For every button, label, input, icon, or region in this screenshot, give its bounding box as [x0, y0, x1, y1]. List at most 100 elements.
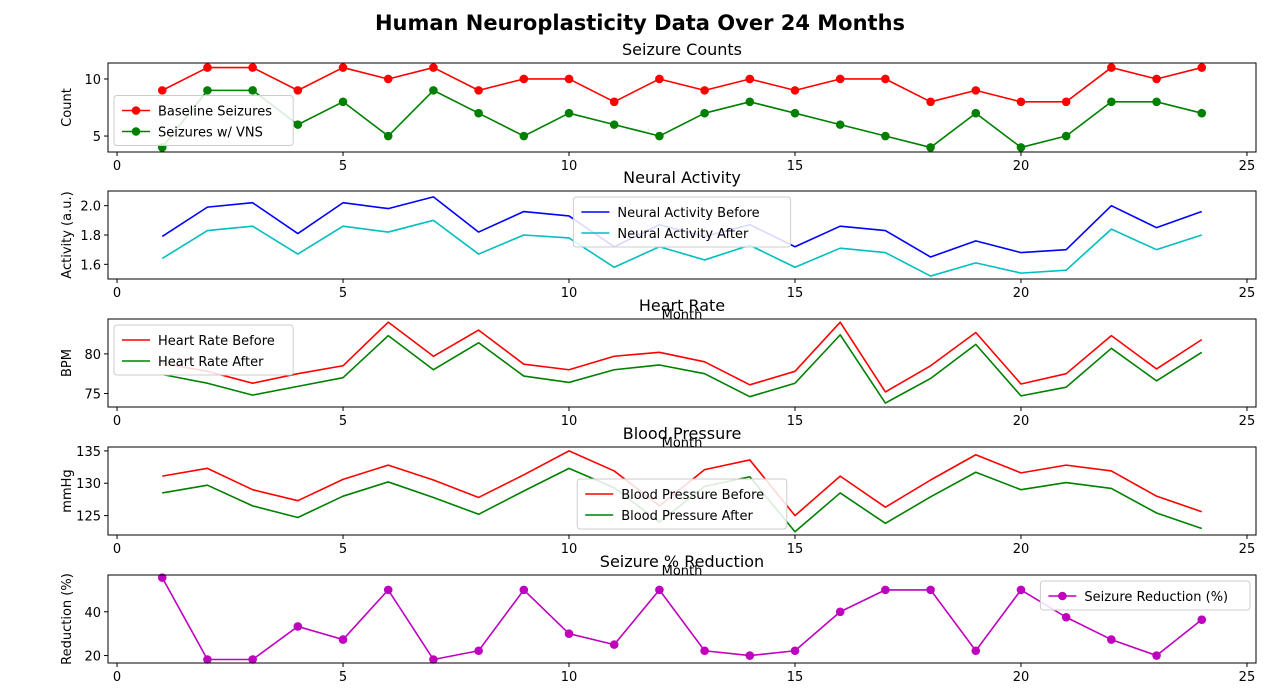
- data-point: [609, 120, 619, 129]
- data-point: [609, 97, 619, 107]
- x-tick-label: 20: [1013, 670, 1030, 685]
- data-point: [790, 86, 800, 95]
- data-point: [203, 86, 212, 95]
- data-point: [1061, 97, 1071, 107]
- data-point: [1107, 97, 1116, 107]
- x-tick-label: 10: [561, 286, 578, 301]
- data-point: [429, 86, 438, 95]
- figure-title: Human Neuroplasticity Data Over 24 Month…: [375, 11, 905, 35]
- x-tick-label: 0: [113, 542, 121, 557]
- data-point: [655, 74, 664, 84]
- data-point: [971, 646, 981, 656]
- data-point: [519, 585, 529, 595]
- x-tick-label: 15: [787, 286, 804, 301]
- data-point: [835, 607, 845, 617]
- data-point: [926, 97, 935, 107]
- x-tick-label: 20: [1013, 159, 1030, 174]
- y-tick-label: 5: [93, 130, 101, 145]
- data-point: [1152, 97, 1161, 107]
- x-tick-label: 0: [113, 670, 121, 685]
- data-point: [926, 143, 935, 152]
- y-axis-label: Count: [60, 88, 75, 127]
- data-point: [790, 646, 800, 656]
- x-tick-label: 25: [1239, 286, 1256, 301]
- data-point: [655, 585, 664, 595]
- legend-box: [576, 478, 788, 530]
- data-point: [835, 74, 845, 84]
- data-point: [700, 86, 709, 95]
- data-point: [564, 74, 574, 84]
- x-tick-label: 10: [561, 542, 578, 557]
- data-point: [383, 131, 393, 141]
- data-point: [564, 108, 574, 118]
- y-tick-label: 40: [84, 606, 101, 621]
- data-point: [474, 86, 483, 95]
- subplot-title: Seizure Counts: [622, 40, 742, 59]
- y-tick-label: 125: [76, 510, 101, 525]
- x-tick-label: 25: [1239, 670, 1256, 685]
- legend-entry: Blood Pressure After: [621, 509, 753, 524]
- x-tick-label: 5: [339, 286, 347, 301]
- x-tick-label: 0: [113, 159, 121, 174]
- data-point: [248, 63, 257, 72]
- x-tick-label: 5: [339, 159, 347, 174]
- data-point: [745, 651, 755, 660]
- legend: Neural Activity Before Neural Activity Af…: [572, 196, 792, 248]
- x-tick-label: 15: [787, 670, 804, 685]
- x-tick-label: 0: [113, 414, 121, 429]
- data-point: [248, 86, 257, 95]
- data-point: [338, 63, 348, 72]
- y-tick-label: 1.6: [80, 258, 101, 273]
- data-point: [1016, 585, 1026, 595]
- x-tick-label: 25: [1239, 414, 1256, 429]
- data-point: [1016, 143, 1026, 152]
- data-point: [338, 97, 348, 107]
- data-point: [1016, 97, 1026, 107]
- x-tick-label: 0: [113, 286, 121, 301]
- x-tick-label: 5: [339, 414, 347, 429]
- legend-entry: Seizure Reduction (%): [1084, 590, 1228, 605]
- subplot-title: Blood Pressure: [623, 424, 742, 443]
- data-point: [790, 108, 800, 118]
- x-tick-label: 20: [1013, 414, 1030, 429]
- series-line-heart-rate-before: [162, 321, 1203, 393]
- subplot-title: Heart Rate: [639, 296, 725, 315]
- y-axis-label: Activity (a.u.): [60, 191, 75, 278]
- data-point: [564, 629, 574, 638]
- axes-frame: [107, 62, 1257, 153]
- data-point: [1197, 108, 1207, 118]
- x-tick-label: 10: [561, 670, 578, 685]
- data-point: [609, 640, 619, 649]
- x-tick-label: 20: [1013, 286, 1030, 301]
- legend: Blood Pressure Before Blood Pressure Afte…: [576, 478, 788, 530]
- legend-box: [113, 95, 294, 146]
- series-line-baseline-seizures: [161, 66, 1202, 103]
- axes-frame: [107, 574, 1257, 664]
- data-point: [655, 131, 664, 141]
- series-line-heart-rate-after: [162, 334, 1203, 404]
- x-tick-label: 5: [339, 542, 347, 557]
- y-axis-label: mmHg: [60, 469, 75, 512]
- series-line-seizures-w-vns: [161, 89, 1202, 149]
- legend-box: [1039, 580, 1251, 611]
- data-point: [881, 74, 890, 84]
- legend: Heart Rate Before Heart Rate After: [113, 324, 294, 376]
- data-point: [293, 622, 303, 631]
- legend-marker: [131, 127, 141, 136]
- y-axis-label: BPM: [60, 349, 75, 377]
- legend-box: [113, 324, 294, 376]
- data-point: [1061, 131, 1071, 141]
- data-point: [835, 120, 845, 129]
- legend-box: [572, 196, 792, 248]
- data-point: [1152, 74, 1161, 84]
- x-tick-label: 15: [787, 414, 804, 429]
- data-point: [383, 585, 393, 595]
- legend-entry: Neural Activity Before: [617, 206, 759, 221]
- series-line-seizure-reduction: [161, 577, 1203, 661]
- data-point: [248, 655, 257, 664]
- y-tick-label: 80: [84, 348, 101, 363]
- subplot-title: Seizure % Reduction: [600, 552, 764, 571]
- data-point: [293, 120, 303, 129]
